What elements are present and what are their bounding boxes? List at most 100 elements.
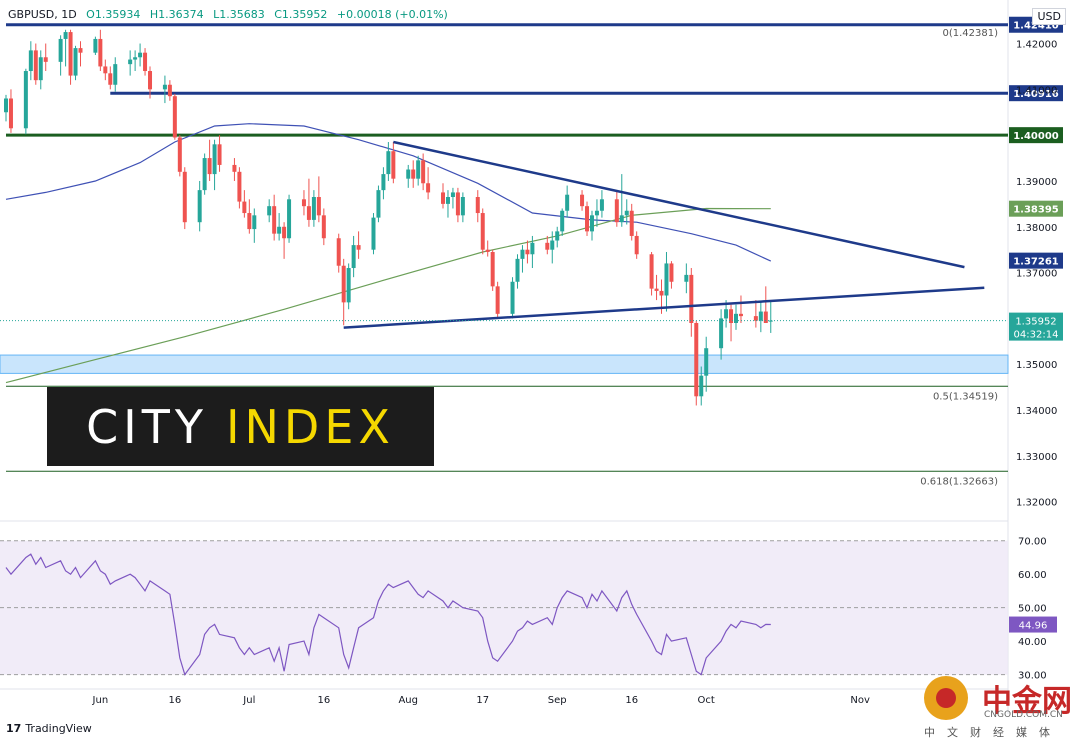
watermark-url: CNGOLD.COM.CN — [984, 710, 1063, 720]
time-axis-tick-label: Aug — [398, 695, 418, 706]
tradingview-branding[interactable]: 17 TradingView — [6, 722, 92, 735]
cngold-watermark: 中金网 CNGOLD.COM.CN 中文财经媒体 — [924, 672, 1074, 739]
candle-body — [664, 263, 669, 296]
candle-body — [729, 309, 734, 323]
time-axis-tick-label: Sep — [548, 695, 567, 706]
candle-body — [520, 249, 525, 259]
candle-body — [649, 254, 654, 289]
candle-body — [480, 213, 485, 250]
candle-body — [758, 311, 763, 321]
candle-body — [311, 197, 316, 220]
candle-body — [376, 190, 381, 218]
rsi-axis-tick-label: 40.00 — [1018, 637, 1047, 648]
price-axis-tick-label: 1.41000 — [1016, 85, 1057, 96]
rsi-line — [5, 553, 771, 676]
candle-body — [177, 137, 182, 172]
price-axis-tick-label: 1.33000 — [1016, 452, 1057, 463]
candle-body — [619, 215, 624, 223]
support-zone — [0, 354, 1009, 374]
candle-body — [585, 206, 590, 232]
candle-body — [426, 183, 431, 193]
candle-body — [138, 52, 143, 58]
candle-body — [589, 215, 594, 232]
level-price-tag — [1009, 85, 1063, 102]
ma-price-tag-text: 1.37261 — [1013, 257, 1059, 268]
level-price-tag-text: 1.40916 — [1013, 89, 1059, 100]
time-axis-tick-label: 16 — [625, 695, 638, 706]
rsi-axis-tick-label: 30.00 — [1018, 671, 1047, 682]
candle-body — [490, 251, 495, 287]
candle-body — [351, 245, 356, 269]
candle-body — [242, 201, 247, 214]
symbol-label[interactable]: GBPUSD, 1D — [8, 8, 77, 21]
candle-body — [763, 311, 768, 323]
candle-body — [98, 38, 103, 67]
candle-body — [371, 217, 376, 250]
candle-body — [694, 322, 699, 397]
candle-body — [162, 84, 167, 90]
candle-body — [336, 238, 341, 266]
price-axis-tick-label: 1.35000 — [1016, 360, 1057, 371]
level-price-tag-text: 1.42410 — [1013, 21, 1059, 32]
ma-price-tag-text: 1.38395 — [1013, 205, 1059, 216]
candle-body — [108, 73, 113, 85]
candle-body — [659, 290, 664, 296]
ma-price-tag — [1009, 200, 1063, 217]
candle-body — [306, 206, 311, 220]
candle-body — [143, 52, 148, 72]
candle-body — [689, 274, 694, 323]
time-axis-tick-label: Oct — [698, 695, 715, 706]
time-axis-tick-label: Nov — [850, 695, 870, 706]
price-axis-tick-label: 1.39000 — [1016, 177, 1057, 188]
candle-body — [321, 215, 326, 239]
time-axis-tick-label: 17 — [476, 695, 489, 706]
candle-body — [182, 171, 187, 223]
candle-body — [33, 50, 38, 81]
candle-body — [406, 169, 411, 179]
trendline — [393, 140, 965, 269]
candle-body — [113, 64, 118, 85]
candle-body — [450, 192, 455, 198]
candle-body — [565, 194, 570, 211]
last-price-tag — [1009, 312, 1063, 341]
candle-body — [172, 96, 177, 138]
candle-body — [485, 249, 490, 252]
candle-body — [455, 192, 460, 216]
price-axis-tick-label: 1.34000 — [1016, 406, 1057, 417]
candle-body — [43, 57, 48, 62]
level-price-tag — [1009, 127, 1063, 144]
candle-body — [654, 288, 659, 291]
fib-level-label: 0.5(1.34519) — [933, 391, 998, 402]
candle-body — [68, 32, 73, 76]
rsi-last-tag — [1009, 616, 1057, 633]
watermark-title: 中金网 — [982, 684, 1072, 719]
candle-body — [445, 197, 450, 204]
candle-body — [282, 226, 287, 239]
tradingview-label: TradingView — [25, 722, 92, 735]
candle-body — [212, 144, 217, 175]
candle-body — [391, 151, 396, 179]
candle-body — [416, 160, 421, 179]
candle-body — [594, 210, 599, 216]
change-value: +0.00018 (+0.01%) — [336, 8, 448, 21]
countdown-text: 04:32:14 — [1014, 330, 1059, 341]
candle-body — [386, 151, 391, 175]
candle-body — [768, 320, 773, 322]
open-value: O1.35934 — [86, 8, 141, 21]
rsi-axis-tick-label: 60.00 — [1018, 570, 1047, 581]
candle-body — [734, 313, 739, 323]
candle-body — [753, 316, 758, 321]
candle-body — [237, 171, 242, 202]
last-price-text: 1.35952 — [1015, 317, 1056, 328]
candle-body — [4, 98, 8, 113]
logo-text-city: CITY — [86, 399, 208, 454]
candle-body — [217, 144, 222, 165]
currency-button[interactable]: USD — [1032, 8, 1066, 25]
candle-body — [495, 286, 500, 314]
candle-body — [316, 197, 321, 216]
price-axis-tick-label: 1.42000 — [1016, 40, 1057, 51]
time-axis-tick-label: Jun — [92, 695, 109, 706]
candle-body — [515, 258, 520, 282]
candle-body — [475, 197, 480, 214]
candle-body — [247, 213, 252, 230]
